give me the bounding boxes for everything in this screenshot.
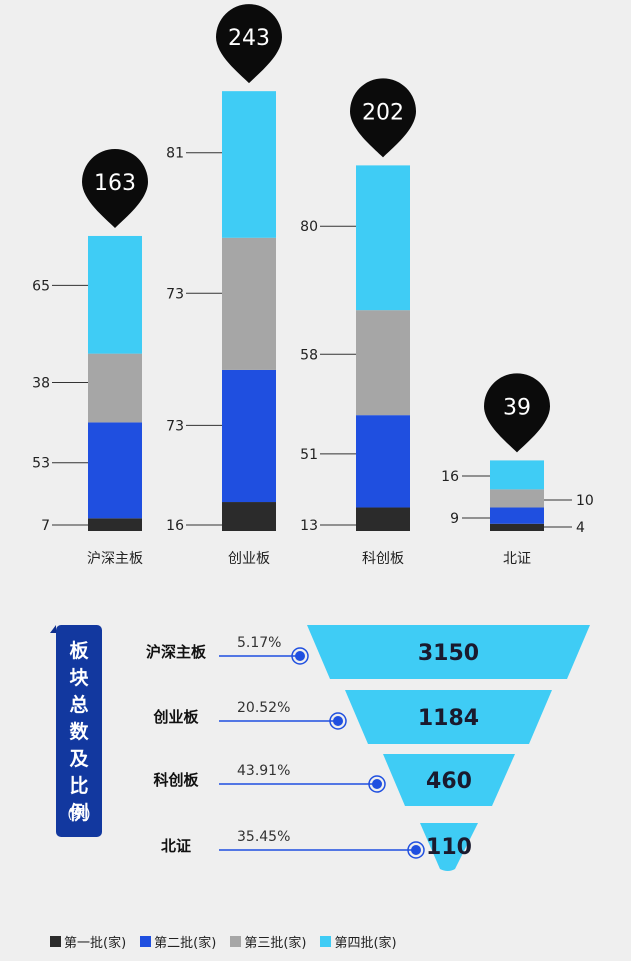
- legend-item: 第一批(家): [50, 932, 126, 951]
- funnel-category-label: 沪深主板: [146, 643, 207, 661]
- percent-label: 20.52%: [237, 700, 290, 716]
- total-pin-marker: [350, 78, 416, 158]
- funnel-title-char: 块: [69, 667, 89, 689]
- segment-label: 4: [576, 520, 585, 536]
- dot-ring: [368, 775, 386, 793]
- segment-label: 73: [166, 286, 184, 302]
- segment-label: 16: [166, 518, 184, 534]
- funnel-value: 460: [426, 769, 472, 794]
- title-banner: [56, 625, 102, 837]
- legend-item: 第二批(家): [140, 932, 216, 951]
- total-label: 163: [94, 171, 136, 196]
- segment-label: 13: [300, 518, 318, 534]
- dot-marker: [295, 651, 305, 661]
- funnel-title-char: 总: [69, 693, 88, 716]
- banner-tab: [50, 625, 56, 633]
- percent-label: 5.17%: [237, 635, 281, 651]
- dot-marker: [333, 716, 343, 726]
- segment-label: 65: [32, 278, 50, 294]
- legend-item: 第三批(家): [230, 932, 306, 951]
- bar-segment: [222, 237, 276, 370]
- bar-segment: [88, 235, 142, 354]
- dot-marker: [411, 845, 421, 855]
- segment-label: 51: [300, 447, 318, 463]
- legend-label: 第四批(家): [334, 936, 397, 951]
- funnel-title-char: 数: [69, 720, 89, 743]
- total-label: 39: [503, 395, 531, 420]
- bar-segment: [356, 507, 410, 531]
- category-label: 北证: [503, 551, 531, 567]
- bar-segment: [356, 165, 410, 311]
- segment-label: 73: [166, 418, 184, 434]
- legend-label: 第一批(家): [64, 936, 127, 951]
- funnel-segment: [420, 823, 478, 871]
- funnel-segment: [383, 754, 515, 806]
- bar-segment: [356, 310, 410, 416]
- segment-label: 58: [300, 347, 318, 363]
- legend-item: 第四批(家): [320, 932, 397, 951]
- legend: 第一批(家) 第二批(家) 第三批(家) 第四批(家): [50, 932, 397, 951]
- bar-segment: [222, 91, 276, 238]
- segment-label: 81: [166, 146, 184, 162]
- funnel-unit: (家): [67, 806, 90, 822]
- bar-segment: [88, 353, 142, 423]
- legend-label: 第三批(家): [244, 936, 307, 951]
- legend-swatch: [50, 936, 61, 947]
- dot-ring: [291, 647, 309, 665]
- dot-ring: [329, 712, 347, 730]
- bar-segment: [88, 518, 142, 531]
- funnel-value: 3150: [418, 641, 479, 666]
- funnel-segment: [307, 625, 590, 679]
- legend-swatch: [140, 936, 152, 947]
- stacked-bar-chart: 7 53 38 65 沪深主板 163 16 73 73 81 创业板 243 13 51 58 80 科创板 2…: [32, 4, 594, 567]
- funnel-category-label: 科创板: [153, 771, 199, 789]
- dot-ring: [407, 841, 425, 859]
- funnel-segment: [345, 690, 552, 744]
- percent-label: 43.91%: [237, 763, 290, 779]
- funnel-title-char: 例: [69, 801, 88, 824]
- total-pin-marker: [216, 4, 282, 84]
- legend-swatch: [320, 936, 332, 947]
- segment-label: 10: [576, 493, 594, 509]
- legend-swatch: [230, 936, 242, 947]
- bar-segment: [490, 523, 544, 531]
- category-label: 沪深主板: [87, 551, 143, 567]
- total-label: 202: [362, 100, 404, 125]
- funnel-value: 1184: [418, 706, 479, 731]
- funnel-title-char: 板: [69, 639, 89, 662]
- funnel-value: 110: [426, 835, 472, 860]
- segment-label: 9: [450, 511, 459, 527]
- segment-label: 53: [32, 456, 50, 472]
- segment-label: 16: [441, 469, 459, 485]
- percent-label: 35.45%: [237, 829, 290, 845]
- category-label: 科创板: [362, 551, 404, 567]
- bar-segment: [490, 489, 544, 508]
- bar-segment: [88, 422, 142, 519]
- total-label: 243: [228, 26, 270, 51]
- total-pin-marker: [484, 373, 550, 453]
- bar-segment: [490, 507, 544, 524]
- dot-marker: [372, 779, 382, 789]
- bar-segment: [490, 460, 544, 490]
- funnel-title-char: 及: [69, 748, 89, 770]
- bar-segment: [356, 415, 410, 508]
- bar-segment: [222, 369, 276, 503]
- segment-label: 7: [41, 518, 50, 534]
- segment-label: 38: [32, 376, 50, 392]
- funnel-title-char: 比: [69, 775, 88, 797]
- funnel-category-label: 创业板: [152, 708, 199, 726]
- total-pin-marker: [82, 148, 148, 228]
- legend-label: 第二批(家): [154, 936, 217, 951]
- bar-segment: [222, 502, 276, 531]
- segment-label: 80: [300, 219, 318, 235]
- category-label: 创业板: [228, 551, 270, 567]
- funnel-category-label: 北证: [161, 837, 191, 855]
